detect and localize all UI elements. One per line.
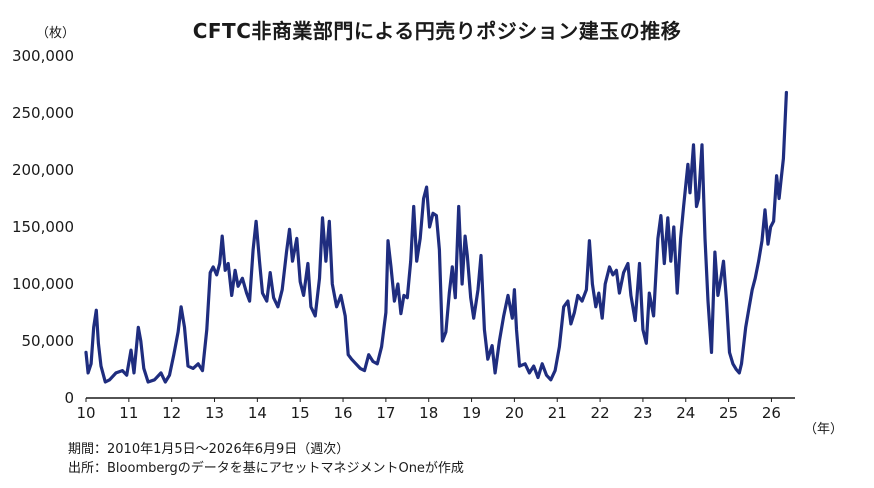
x-tick-labels: 10 11 12 13 14 15 16 17 18 19 20 21 22 23 24 25 26	[76, 404, 781, 422]
y-tick-label: 50,000	[22, 332, 75, 350]
y-tick-label: 100,000	[12, 275, 74, 293]
x-tick-label: 13	[205, 404, 224, 422]
x-tick-label: 14	[248, 404, 267, 422]
y-tick-label: 150,000	[12, 218, 74, 236]
y-axis-unit-label: （枚）	[36, 26, 76, 41]
chart-title: CFTC非商業部門による円売りポジション建玉の推移	[192, 19, 682, 43]
x-tick-label: 19	[462, 404, 481, 422]
x-tick-label: 23	[633, 404, 652, 422]
x-tick-label: 22	[591, 404, 610, 422]
x-tick-label: 10	[76, 404, 95, 422]
x-tick-label: 25	[719, 404, 738, 422]
x-tick-label: 18	[419, 404, 438, 422]
x-tick-label: 17	[376, 404, 395, 422]
x-tick-label: 16	[333, 404, 352, 422]
y-tick-label: 200,000	[12, 161, 74, 179]
series-line	[84, 90, 788, 384]
x-tick-label: 26	[762, 404, 781, 422]
y-tick-labels: 0 50,000 100,000 150,000 200,000 250,000 300,0…	[12, 47, 74, 407]
x-tick-marks	[85, 398, 772, 402]
x-tick-label: 24	[676, 404, 695, 422]
x-tick-label: 12	[162, 404, 181, 422]
x-axis-unit-label: （年）	[804, 422, 844, 437]
y-tick-label: 0	[64, 389, 74, 407]
footnote-source: 出所：Bloombergのデータを基にアセットマネジメントOneが作成	[68, 461, 464, 476]
x-tick-label: 11	[119, 404, 138, 422]
y-tick-label: 250,000	[12, 104, 74, 122]
x-tick-label: 20	[505, 404, 524, 422]
x-tick-label: 21	[548, 404, 567, 422]
y-tick-label: 300,000	[12, 47, 74, 65]
x-tick-label: 15	[291, 404, 310, 422]
footnote-period: 期間：2010年1月5日～2026年6月9日（週次）	[68, 442, 350, 457]
